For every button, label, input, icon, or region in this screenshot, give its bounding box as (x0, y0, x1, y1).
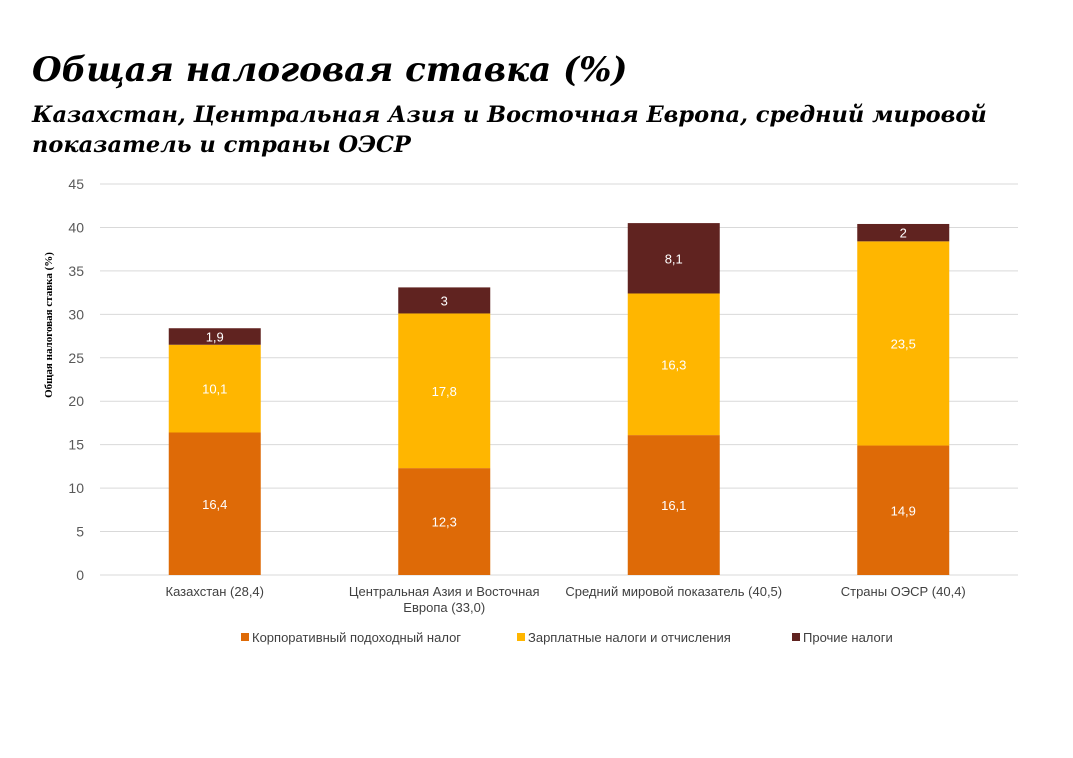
y-tick-label: 25 (68, 350, 84, 366)
data-label: 16,4 (202, 497, 227, 512)
legend-label: Прочие налоги (803, 630, 893, 645)
y-tick-label: 15 (68, 437, 84, 453)
x-category-label: Средний мировой показатель (40,5) (565, 584, 782, 599)
bar-segment (168, 328, 261, 345)
x-axis-categories: Казахстан (28,4) Центральная Азия и Восто… (166, 584, 966, 615)
bar-segment (398, 313, 491, 469)
y-tick-label: 45 (68, 176, 84, 192)
chart-subtitle: Казахстан, Центральная Азия и Восточная … (32, 102, 987, 158)
legend-label: Зарплатные налоги и отчисления (528, 630, 731, 645)
data-label: 16,1 (661, 498, 686, 513)
bar-segment (857, 223, 950, 242)
x-category-label: Казахстан (28,4) (166, 584, 265, 599)
x-category-label: Центральная Азия и Восточная (349, 584, 540, 599)
bar-segment (857, 241, 950, 446)
y-tick-label: 35 (68, 263, 84, 279)
y-axis-label: Общая налоговая ставка (%) (43, 252, 55, 398)
bar-segment (168, 344, 261, 433)
data-label: 1,9 (206, 329, 224, 344)
bar-segment (627, 435, 720, 575)
y-axis-ticks: 0 5 10 15 20 25 30 35 40 45 (68, 176, 84, 583)
legend-swatch (517, 633, 525, 641)
legend: Корпоративный подоходный налог Зарплатные… (241, 630, 893, 645)
y-tick-label: 5 (76, 524, 84, 540)
data-label: 12,3 (432, 515, 457, 530)
y-tick-label: 40 (68, 219, 84, 235)
x-category-label: Страны ОЭСР (40,4) (841, 584, 966, 599)
bar-segment (168, 432, 261, 575)
data-label: 17,8 (432, 384, 457, 399)
bars: 16,4 10,1 1,9 12,3 17,8 3 16,1 16,3 8,1 14,9 23,5 2 (168, 223, 950, 575)
y-tick-label: 10 (68, 480, 84, 496)
legend-label: Корпоративный подоходный налог (252, 630, 461, 645)
x-category-label: Европа (33,0) (403, 600, 485, 615)
bar-segment (627, 223, 720, 294)
bar-segment (857, 445, 950, 575)
bar-segment (627, 293, 720, 436)
data-label: 2 (900, 226, 907, 241)
bar-segment (398, 468, 491, 575)
data-label: 16,3 (661, 357, 686, 372)
bar-segment (398, 287, 491, 314)
y-tick-label: 30 (68, 306, 84, 322)
data-label: 8,1 (665, 251, 683, 266)
data-label: 14,9 (891, 503, 916, 518)
data-label: 10,1 (202, 382, 227, 397)
data-label: 3 (441, 293, 448, 308)
data-label: 23,5 (891, 336, 916, 351)
legend-swatch (792, 633, 800, 641)
chart-title: Общая налоговая ставка (%) (32, 50, 628, 90)
legend-swatch (241, 633, 249, 641)
y-tick-label: 0 (76, 567, 84, 583)
y-tick-label: 20 (68, 393, 84, 409)
